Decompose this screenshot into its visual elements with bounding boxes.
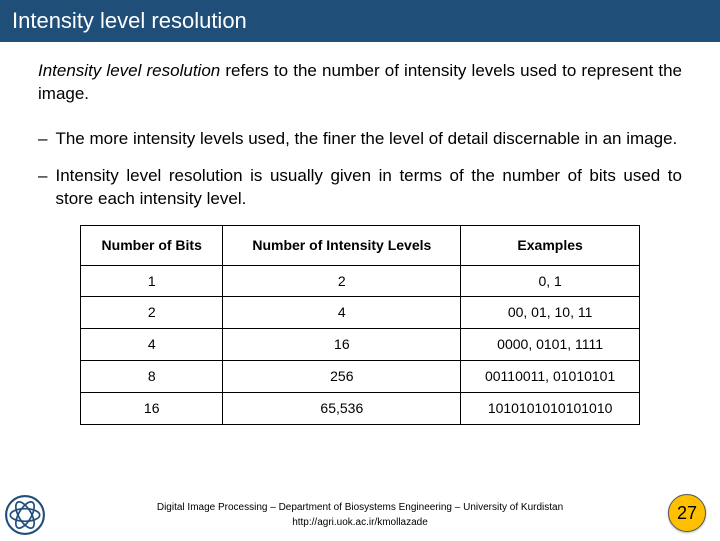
slide-title: Intensity level resolution	[12, 8, 247, 33]
cell: 4	[223, 297, 461, 329]
cell: 256	[223, 361, 461, 393]
bullet-dash: –	[38, 165, 55, 211]
cell: 16	[81, 393, 223, 425]
slide-title-bar: Intensity level resolution	[0, 0, 720, 42]
table-row: 16 65,536 1010101010101010	[81, 393, 640, 425]
table-row: 2 4 00, 01, 10, 11	[81, 297, 640, 329]
bullet-item: – Intensity level resolution is usually …	[38, 165, 682, 211]
cell: 1010101010101010	[461, 393, 640, 425]
cell: 4	[81, 329, 223, 361]
cell: 00110011, 01010101	[461, 361, 640, 393]
bullet-dash: –	[38, 128, 55, 151]
university-logo-icon	[4, 494, 46, 536]
bullet-text: The more intensity levels used, the fine…	[55, 128, 682, 151]
cell: 1	[81, 265, 223, 297]
col-header: Number of Bits	[81, 225, 223, 265]
table-header-row: Number of Bits Number of Intensity Level…	[81, 225, 640, 265]
cell: 0, 1	[461, 265, 640, 297]
footer-line-1: Digital Image Processing – Department of…	[0, 500, 720, 515]
cell: 0000, 0101, 1111	[461, 329, 640, 361]
table-container: Number of Bits Number of Intensity Level…	[38, 225, 682, 425]
table-row: 4 16 0000, 0101, 1111	[81, 329, 640, 361]
cell: 2	[223, 265, 461, 297]
cell: 16	[223, 329, 461, 361]
cell: 8	[81, 361, 223, 393]
intro-paragraph: Intensity level resolution refers to the…	[38, 60, 682, 106]
slide-body: Intensity level resolution refers to the…	[0, 42, 720, 425]
col-header: Examples	[461, 225, 640, 265]
table-body: 1 2 0, 1 2 4 00, 01, 10, 11 4 16 0000, 0…	[81, 265, 640, 424]
bullet-item: – The more intensity levels used, the fi…	[38, 128, 682, 151]
table-row: 8 256 00110011, 01010101	[81, 361, 640, 393]
slide-footer: Digital Image Processing – Department of…	[0, 500, 720, 530]
intensity-table: Number of Bits Number of Intensity Level…	[80, 225, 640, 425]
bullet-text: Intensity level resolution is usually gi…	[55, 165, 682, 211]
footer-line-2: http://agri.uok.ac.ir/kmollazade	[0, 515, 720, 530]
page-number: 27	[677, 503, 697, 524]
page-number-badge: 27	[668, 494, 706, 532]
cell: 2	[81, 297, 223, 329]
cell: 00, 01, 10, 11	[461, 297, 640, 329]
intro-term: Intensity level resolution	[38, 61, 220, 80]
col-header: Number of Intensity Levels	[223, 225, 461, 265]
cell: 65,536	[223, 393, 461, 425]
table-row: 1 2 0, 1	[81, 265, 640, 297]
